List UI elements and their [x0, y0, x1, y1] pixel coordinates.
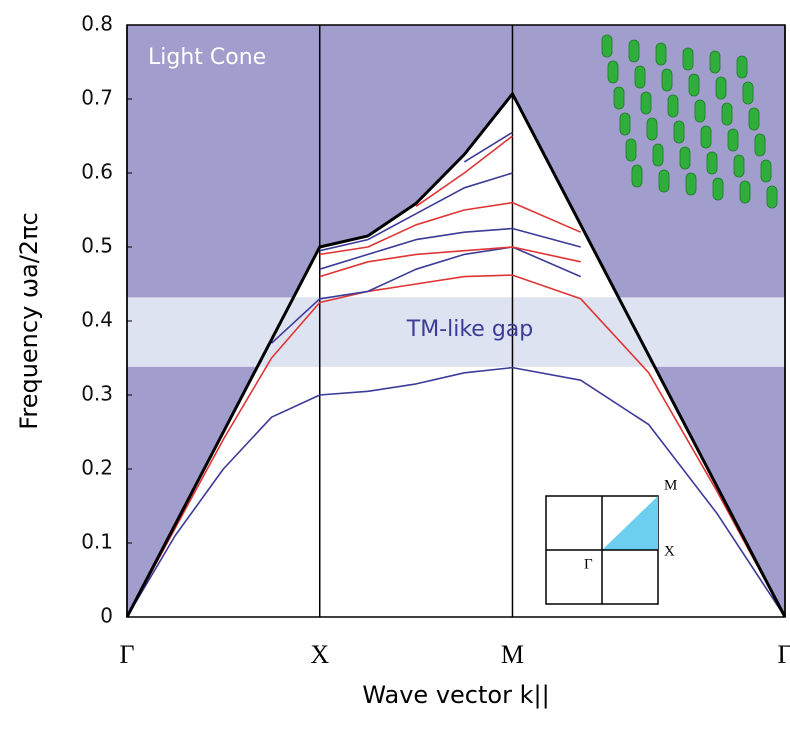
rod — [713, 178, 723, 200]
rod — [674, 121, 684, 143]
brillouin-inset: M X Γ — [546, 477, 677, 604]
y-tick-label: 0.2 — [81, 456, 113, 480]
rod — [632, 165, 642, 187]
rod — [629, 40, 639, 62]
rod — [608, 61, 618, 83]
y-tick-label: 0 — [100, 604, 113, 628]
y-tick-label: 0.4 — [81, 308, 113, 332]
rod — [761, 160, 771, 182]
rod — [737, 56, 747, 78]
rod — [680, 147, 690, 169]
y-tick-label: 0.7 — [81, 86, 113, 110]
rod — [686, 173, 696, 195]
rod — [722, 103, 732, 125]
rod — [647, 118, 657, 140]
y-tick-label: 0.5 — [81, 234, 113, 258]
rod — [602, 35, 612, 57]
x-tick-label: X — [310, 640, 329, 669]
rod — [743, 82, 753, 104]
rod — [653, 144, 663, 166]
rod — [620, 113, 630, 135]
rod — [626, 139, 636, 161]
rod — [695, 100, 705, 122]
rod — [635, 66, 645, 88]
rod — [749, 108, 759, 130]
gap-label: TM-like gap — [406, 317, 533, 342]
rod — [755, 134, 765, 156]
rod — [659, 170, 669, 192]
rod — [701, 126, 711, 148]
rod — [728, 129, 738, 151]
x-axis-label: Wave vector k|| — [362, 681, 549, 709]
inset-label: X — [664, 543, 675, 559]
y-tick-label: 0.3 — [81, 382, 113, 406]
rod — [668, 95, 678, 117]
y-tick-label: 0.8 — [81, 12, 113, 36]
light-cone-label: Light Cone — [148, 45, 266, 70]
rod — [767, 186, 777, 208]
x-tick-label: M — [501, 640, 524, 669]
y-axis-label: Frequency ωa/2πc — [15, 212, 43, 429]
rod — [734, 155, 744, 177]
rod — [716, 77, 726, 99]
y-tick-label: 0.1 — [81, 530, 113, 554]
x-tick-label: Γ — [119, 640, 134, 669]
rod — [641, 92, 651, 114]
x-tick-label: Γ — [777, 640, 790, 669]
rod — [740, 181, 750, 203]
inset-label: M — [664, 477, 677, 493]
rod — [710, 51, 720, 73]
inset-label: Γ — [584, 556, 593, 572]
rod — [656, 43, 666, 65]
rod — [662, 69, 672, 91]
rod — [707, 152, 717, 174]
rod — [683, 48, 693, 70]
y-tick-label: 0.6 — [81, 160, 113, 184]
rod — [689, 74, 699, 96]
chart: Light Cone TM-like gap Frequency ωa/2πc … — [0, 0, 790, 730]
rod — [614, 87, 624, 109]
